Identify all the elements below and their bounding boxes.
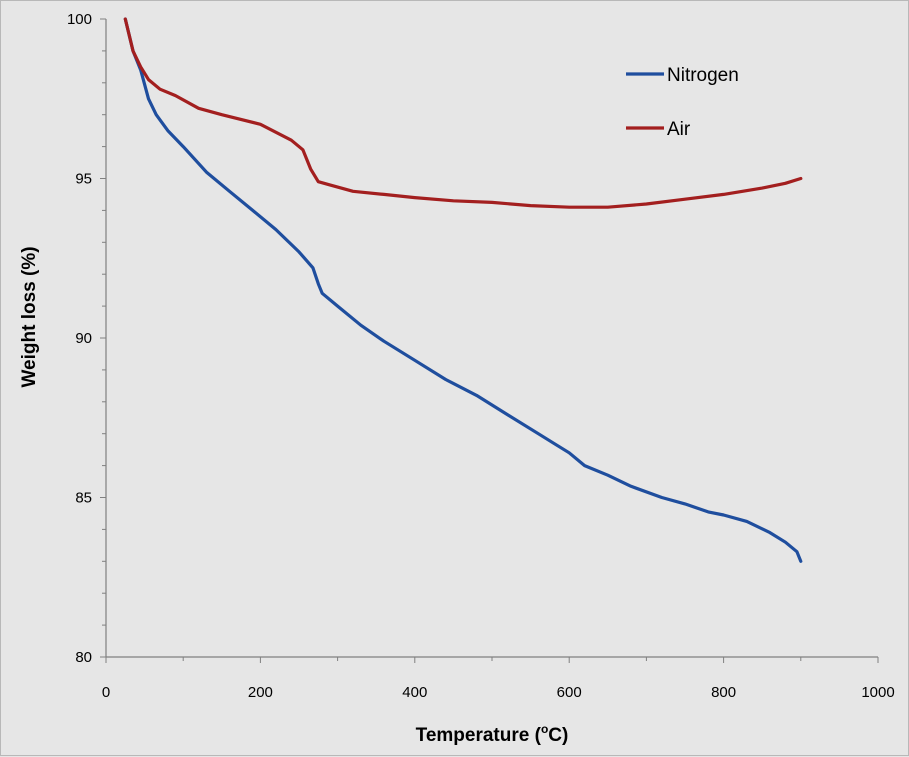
x-axis-title: Temperature (oC): [416, 722, 569, 746]
x-tick-label: 200: [248, 684, 273, 701]
series: [123, 17, 803, 563]
x-tick-label: 400: [402, 684, 427, 701]
y-tick-label: 90: [75, 330, 92, 347]
series-line-air: [123, 17, 803, 209]
y-axis-title: Weight loss (%): [19, 246, 40, 387]
y-tick-label: 85: [75, 490, 92, 507]
x-axis-title-unit: C): [548, 725, 568, 746]
x-axis-title-main: Temperature (: [416, 725, 542, 746]
legend-label-air: Air: [667, 119, 691, 140]
y-tick-label: 95: [75, 171, 92, 188]
x-tick-label: 800: [711, 684, 736, 701]
x-tick-label: 600: [557, 684, 582, 701]
y-tick-label: 100: [67, 11, 92, 28]
y-tick-label: 80: [75, 649, 92, 666]
legend-label-nitrogen: Nitrogen: [667, 65, 739, 86]
x-axis-title-degree: o: [541, 722, 548, 736]
series-line-nitrogen: [123, 17, 803, 563]
x-tick-label: 1000: [861, 684, 894, 701]
legend: Nitrogen Air: [626, 65, 739, 140]
x-tick-label: 0: [102, 684, 110, 701]
ticks: 0 200 400 600 800 1000 80 85 90 95 100: [67, 11, 895, 701]
